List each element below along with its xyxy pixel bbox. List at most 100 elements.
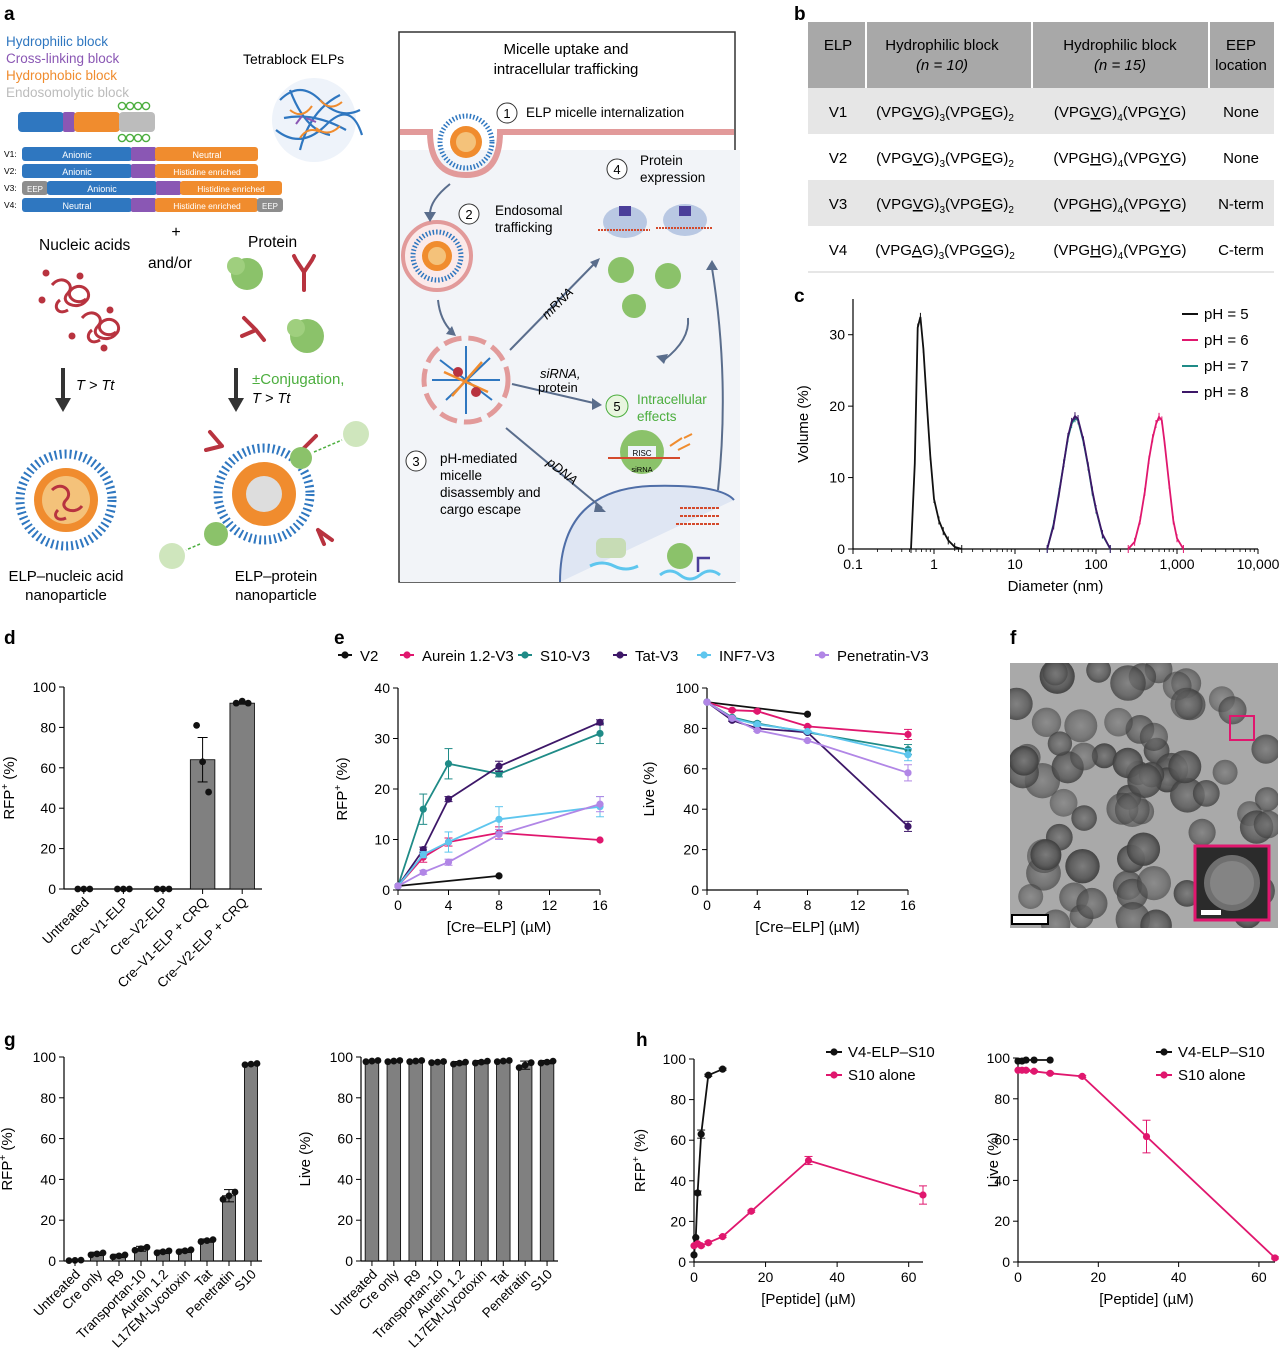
nanoparticle [1218,696,1247,725]
replicate-point [253,1060,261,1067]
legend-marker [341,651,349,659]
y-tick-label: 80 [40,1090,56,1106]
replicate-point [241,1061,249,1069]
data-point [904,751,912,759]
replicate-point [99,1249,107,1257]
svg-text:micelle: micelle [440,468,482,483]
y-tick-label: 0 [691,882,699,898]
inset-marker [1229,715,1255,741]
y-axis-label: Live (%) [985,1132,1002,1187]
replicate-point [549,1057,557,1065]
replicate-point [115,1252,123,1260]
legend-label: Penetratin-V3 [837,648,929,665]
step-5: 5 Intracellular effects [605,392,707,424]
table-body: V1 (VPGVG)3​(VPGEG)2​ (VPGVG)4​(VPGYG) None… [829,104,1264,262]
replicate-point [440,1058,448,1065]
legend-hydrophobic: Hydrophobic block [6,68,117,83]
replicate-point [143,1243,151,1251]
table-cell-n15: (VPGHG)4​(VPGYG) [1053,242,1186,262]
protein-nanoparticle [159,421,369,569]
data-point [703,698,711,706]
data-point [728,706,736,714]
x-tick-label: 16 [900,897,916,913]
legend-marker [616,651,624,659]
bar [452,1062,467,1262]
data-point [1271,1254,1279,1262]
y-tick-label: 100 [676,680,700,696]
nanoparticle [1018,884,1044,909]
bar [539,1061,555,1262]
legend-label: S10-V3 [540,648,590,665]
replicate-point [368,1057,376,1065]
y-tick-label: 0 [1002,1254,1010,1270]
legend-label: S10 alone [1178,1067,1246,1084]
nanoparticle [1076,887,1108,920]
data-point [803,727,812,736]
data-point [704,1071,712,1079]
table-cell-elp: V3 [829,196,847,213]
y-tick-label: 40 [683,801,699,817]
np-right-line2: nanoparticle [235,587,317,604]
svg-text:Histidine enriched: Histidine enriched [173,167,241,177]
x-tick-label: 12 [542,897,558,913]
replicate-point [471,1059,479,1067]
x-tick-label: 4 [445,897,453,913]
table-header-n10-sub: (n = 10) [916,57,968,74]
condition-left: T > Tt [76,378,115,394]
scale-bar [1011,914,1049,925]
nanoparticle [1104,707,1133,737]
y-axis-label: RFP+ (%) [0,756,18,819]
y-tick-label: 60 [337,1131,353,1147]
replicate-point [225,1192,233,1200]
replicate-point [521,1061,529,1069]
expressed-proteins [608,257,681,318]
legend-label: V2 [360,648,378,665]
data-point [1022,1066,1030,1074]
svg-text:2: 2 [465,207,472,222]
nanoparticle [1010,687,1033,721]
y-tick-label: 80 [994,1091,1010,1107]
chart-e-rfp-lines: 0 10 20 30 40 RFP+ (%) 0 4 8 12 16 [Cre–ELP] (µM) [333,680,608,936]
replicate-point [219,1195,227,1203]
legend-marker [1160,1048,1168,1056]
replicate-point [209,1236,217,1244]
table-cell-eep: C-term [1218,242,1264,259]
replicate-point [406,1058,414,1066]
y-tick-label: 100 [33,679,57,695]
svg-text:V4:: V4: [4,200,17,210]
down-arrow-left [55,368,71,412]
nanoparticle [1114,792,1150,827]
legend-label: V4-ELP–S10 [848,1044,935,1061]
x-axis-label: [Peptide] (µM) [1099,1291,1194,1308]
data-point [804,1156,813,1165]
legend-label: Aurein 1.2-V3 [422,648,514,665]
arrowheads [424,212,718,512]
table-header-eep: EEP [1226,37,1256,54]
replicate-point [137,1245,145,1253]
data-point [753,720,761,728]
legend-marker [818,651,826,659]
nanoparticle [1192,780,1220,807]
y-tick-label: 20 [40,841,56,857]
nanoparticle [1253,810,1278,839]
x-axis-label: Diameter (nm) [1008,578,1104,595]
replicate-point [109,1253,117,1261]
data-point [495,872,503,880]
replicate-point [537,1059,545,1067]
x-tick-label: 60 [1251,1269,1267,1285]
tetrablock-diagram [18,101,155,143]
replicate-point [374,1057,382,1064]
nanoparticle [1188,818,1216,847]
data-point [495,830,503,839]
nucleic-acid-illustration [38,269,121,352]
y-axis-label: RFP+ (%) [631,1129,649,1192]
legend-label: INF7-V3 [719,648,775,665]
variant-v2: V2: Anionic Histidine enriched [4,164,258,178]
table-header-eep-sub: location [1215,57,1267,74]
step-2: 2 Endosomal trafficking [458,203,563,235]
svg-text:Neutral: Neutral [62,201,91,211]
np-right-line1: ELP–protein [235,568,318,585]
table-header-n10: Hydrophilic block [885,37,999,54]
replicate-point [121,1251,129,1259]
step-3: 3 pH-mediated micelle disassembly and ca… [405,450,541,517]
